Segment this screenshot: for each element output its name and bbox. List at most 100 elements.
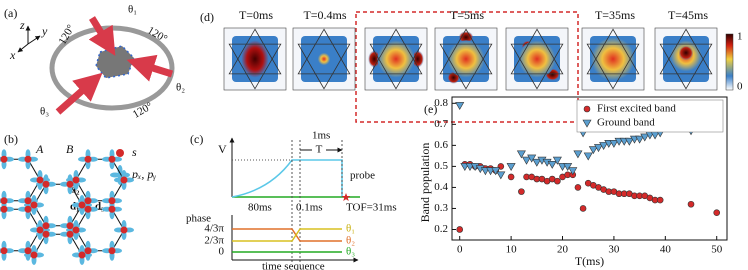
frame-label: T=0ms <box>239 8 273 22</box>
axis-label: y <box>41 24 48 38</box>
theta-label: θ₁ <box>346 223 355 235</box>
site <box>66 180 74 188</box>
point <box>582 119 592 128</box>
panel-b: (b) A B s pₓ, pᵧ d₁ d₂ d₃ <box>0 132 156 265</box>
site <box>66 222 74 230</box>
site <box>0 205 8 213</box>
highlight-box <box>355 11 579 123</box>
angle-label: θ₂ <box>176 82 185 94</box>
density <box>377 40 415 78</box>
axis-title: time sequence <box>262 261 325 270</box>
point <box>583 105 591 113</box>
site <box>84 155 92 163</box>
point <box>609 139 619 148</box>
tof-image <box>434 27 498 91</box>
legend-box <box>576 99 724 133</box>
density <box>411 50 424 68</box>
brillouin-zone <box>228 43 282 90</box>
point <box>588 146 598 155</box>
site <box>72 226 80 234</box>
tof-image <box>581 27 645 91</box>
point <box>506 163 516 172</box>
point <box>527 154 537 163</box>
density <box>368 50 381 68</box>
frame-label: T=5ms <box>450 8 484 22</box>
beam <box>88 16 116 56</box>
density <box>241 40 269 78</box>
interval-label: T <box>316 144 323 156</box>
hexagon <box>95 45 135 79</box>
point <box>496 171 506 180</box>
site <box>120 226 128 234</box>
x-axis-title: T(ms) <box>575 254 604 268</box>
y-tick-label: 0.5 <box>434 160 448 172</box>
legend-label: s <box>132 145 137 159</box>
x-tick-label: 50 <box>711 244 723 256</box>
site <box>84 247 92 255</box>
legend-label: First excited band <box>597 103 676 115</box>
plot-area <box>451 96 728 241</box>
point <box>491 167 501 176</box>
point <box>573 150 583 159</box>
phase-line <box>232 228 342 242</box>
frame <box>654 27 718 91</box>
frame <box>505 27 569 91</box>
point <box>583 152 593 161</box>
site <box>84 197 92 205</box>
phase-line <box>232 228 342 242</box>
point <box>532 158 542 167</box>
x-tick-label: 30 <box>608 244 620 256</box>
density <box>518 40 556 78</box>
point <box>547 160 557 169</box>
density <box>447 40 485 78</box>
sublattice-label: A <box>35 142 44 156</box>
density <box>317 52 331 66</box>
y-tick-label: 0.8 <box>434 97 448 109</box>
site <box>0 197 8 205</box>
colorbar <box>725 33 734 91</box>
x-tick-label: 10 <box>506 244 518 256</box>
brillouin-zone <box>510 28 564 75</box>
brillouin-zone <box>439 28 493 75</box>
site <box>66 230 74 238</box>
site <box>78 251 86 259</box>
y-tick-label: 0.3 <box>434 202 448 214</box>
brillouin-zone <box>586 28 640 75</box>
frame-label: T=35ms <box>595 8 635 22</box>
axis-label: phase <box>186 213 211 225</box>
site <box>30 201 38 209</box>
panel-label: (a) <box>4 6 17 20</box>
axis-label: x <box>9 48 16 62</box>
legend-label: Ground band <box>597 117 655 129</box>
site <box>84 205 92 213</box>
axis <box>27 35 41 45</box>
site <box>24 247 32 255</box>
point <box>635 135 645 144</box>
brillouin-zone <box>659 28 713 75</box>
potential-curve <box>231 159 343 198</box>
point <box>656 196 664 204</box>
probe-label: probe <box>350 170 375 182</box>
point <box>599 142 609 150</box>
site <box>108 155 116 163</box>
axis-label: z <box>19 18 25 32</box>
point <box>568 167 578 176</box>
site <box>42 222 50 230</box>
tof-image <box>292 27 356 91</box>
site <box>24 205 32 213</box>
point <box>713 209 721 216</box>
y-tick-label: 0.4 <box>434 181 448 193</box>
level-label: 0 <box>219 246 225 258</box>
interval-label: 80ms <box>248 202 272 214</box>
frame <box>434 27 498 91</box>
site <box>72 176 80 184</box>
interval-label: 1ms <box>312 130 330 142</box>
tof-image <box>223 27 287 91</box>
legend-label: pₓ, pᵧ <box>131 167 156 181</box>
frame <box>581 27 645 91</box>
frame <box>292 27 356 91</box>
site <box>36 176 44 184</box>
y-tick-label: 0.7 <box>434 118 448 130</box>
angle-label: θ₁ <box>128 4 137 16</box>
